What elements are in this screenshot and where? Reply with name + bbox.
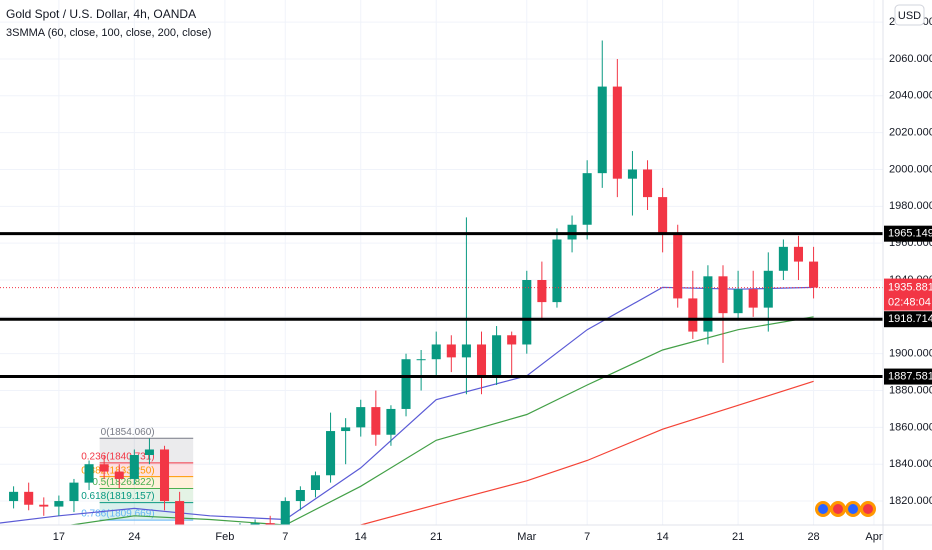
level-badge (884, 311, 932, 328)
candle-body (341, 427, 351, 432)
candle-body (492, 335, 502, 376)
candle-body (612, 86, 622, 179)
x-tick-label: Apr (865, 531, 882, 543)
candle-body (627, 169, 637, 179)
x-tick-label: 21 (732, 531, 744, 543)
candle-body (733, 289, 743, 314)
y-tick-label: 1840.000 (889, 458, 932, 470)
y-tick-label: 1900.000 (889, 348, 932, 360)
candle-body (250, 523, 260, 525)
candle-body (567, 224, 577, 240)
candle-body (401, 359, 411, 409)
candle-body (39, 504, 49, 507)
level-label: 1887.581 (888, 370, 932, 382)
x-tick-label: Mar (517, 531, 536, 543)
x-tick-label: 14 (657, 531, 669, 543)
x-tick-label: Feb (215, 531, 234, 543)
candle-body (431, 344, 441, 360)
level-label: 1918.714 (888, 313, 932, 325)
fib-zone (99, 502, 194, 521)
event-icons (815, 501, 876, 517)
currency-label[interactable]: USD (898, 10, 921, 22)
x-tick-label: 24 (128, 531, 140, 543)
fib-label: 0.786(1809.669) (81, 509, 154, 520)
plot-area: 0(1854.060) 0.236(1840.731) 0.382(1833.250… (0, 0, 883, 525)
candle-body (371, 407, 381, 435)
y-tick-label: 1820.000 (889, 495, 932, 507)
candle-body (658, 197, 668, 234)
candle-body (552, 239, 562, 303)
candle-body (809, 261, 819, 288)
candle-body (748, 289, 758, 308)
candle-body (673, 233, 683, 299)
candle-body (507, 335, 517, 345)
fib-label: 0(1854.060) (101, 427, 155, 438)
moving-average (67, 316, 814, 525)
candle-body (129, 455, 139, 479)
level-badge (884, 368, 932, 385)
x-tick-label: 21 (430, 531, 442, 543)
fib-label: 0.618(1819.157) (81, 491, 154, 502)
candle-body (718, 276, 728, 314)
x-tick-label: 17 (53, 531, 65, 543)
candle-body (537, 280, 547, 303)
candle-body (522, 280, 532, 345)
y-tick-label: 2020.000 (889, 127, 932, 139)
candle-body (265, 523, 275, 525)
y-tick-label: 2040.000 (889, 90, 932, 102)
y-tick-label: 2060.000 (889, 53, 932, 65)
fib-label: 0.236(1840.731) (81, 452, 154, 463)
candle-body (703, 276, 713, 332)
candle-body (643, 169, 653, 198)
candle-body (582, 173, 592, 225)
y-tick-label: 1880.000 (889, 384, 932, 396)
candle-body (175, 501, 185, 525)
y-tick-label: 2000.000 (889, 163, 932, 175)
y-tick-label: 1980.000 (889, 200, 932, 212)
candle-body (446, 344, 456, 358)
candle-body (597, 86, 607, 174)
candle-body (280, 501, 290, 525)
candle-body (326, 431, 336, 476)
candle-body (688, 298, 698, 332)
last-price-badge (884, 278, 932, 311)
countdown-label: 02:48:04 (888, 296, 931, 308)
fib-zone (99, 488, 194, 503)
candle-body (99, 464, 109, 472)
level-badge (884, 225, 932, 242)
candle-body (416, 359, 426, 361)
candle-body (476, 344, 487, 376)
candle-body (24, 491, 34, 505)
candle-body (778, 246, 788, 271)
candle-body (310, 475, 320, 490)
candle-body (144, 449, 154, 455)
x-tick-label: 14 (355, 531, 367, 543)
candle-body (114, 471, 124, 479)
candle-body (386, 408, 396, 435)
candle-body (84, 464, 94, 483)
fib-zone (99, 476, 194, 489)
chart-title: Gold Spot / U.S. Dollar, 4h, OANDA (6, 7, 196, 21)
moving-average (355, 380, 814, 525)
candle-body (159, 449, 170, 502)
currency-button[interactable] (894, 4, 925, 26)
indicator-label: 3SMMA (60, close, 100, close, 200, close… (6, 27, 211, 39)
candle-body (461, 344, 471, 358)
x-tick-label: 7 (584, 531, 590, 543)
candle-body (9, 491, 19, 502)
candle-body (763, 270, 773, 308)
candle-body (356, 407, 366, 428)
last-price-label: 1935.881 (888, 281, 932, 293)
fib-label: 0.382(1833.250) (81, 465, 154, 476)
x-tick-label: 7 (282, 531, 288, 543)
candle-body (793, 246, 804, 262)
level-label: 1965.149 (888, 228, 932, 240)
candle-body (54, 501, 64, 507)
candle-body (69, 482, 79, 502)
fib-label: 0.5(1826.822) (92, 477, 154, 488)
candle-body (295, 490, 305, 502)
y-tick-label: 1860.000 (889, 421, 932, 433)
x-tick-label: 28 (807, 531, 819, 543)
